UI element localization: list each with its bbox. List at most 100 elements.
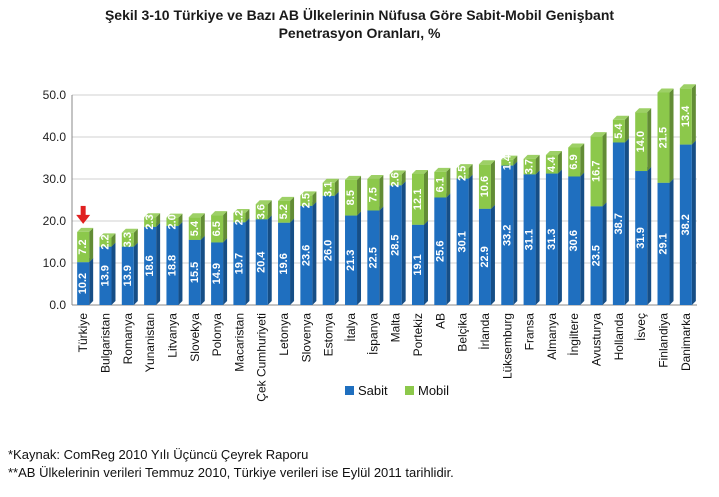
bar-mobil-11	[322, 178, 339, 196]
x-tick-label: AB	[433, 313, 447, 329]
bar-sabit-27	[679, 140, 696, 305]
x-tick-label: Portekiz	[411, 313, 425, 356]
bar-mobil-4	[166, 213, 183, 227]
y-tick-label: 20.0	[43, 214, 67, 228]
bar-mobil-22	[568, 143, 585, 177]
label-sabit-11: 26.0	[323, 240, 335, 261]
bar-mobil-0	[77, 227, 94, 263]
highlight-arrow-icon	[76, 205, 91, 224]
bar-mobil-24	[612, 115, 629, 143]
y-tick-label: 50.0	[43, 88, 67, 102]
bar-mobil-12	[345, 175, 362, 216]
x-tick-label: Malta	[389, 313, 403, 343]
chart-title-line-1: Şekil 3-10 Türkiye ve Bazı AB Ülkelerini…	[104, 7, 615, 23]
bar-sabit-15	[411, 220, 428, 305]
y-tick-label: 10.0	[43, 256, 67, 270]
label-sabit-13: 22.5	[367, 247, 379, 268]
x-tick-label: İspanya	[366, 313, 380, 355]
label-mobil-5: 5.4	[189, 220, 201, 236]
legend-swatch	[345, 386, 354, 395]
label-sabit-7: 19.7	[233, 253, 245, 274]
y-tick-label: 0.0	[49, 298, 66, 312]
label-mobil-18: 10.6	[479, 176, 491, 197]
x-tick-label: Hollanda	[612, 313, 626, 361]
legend-label: Sabit	[358, 383, 388, 398]
x-tick-label: Slovekya	[188, 313, 202, 362]
bar-mobil-1	[99, 233, 116, 247]
label-sabit-20: 31.1	[524, 229, 536, 250]
label-sabit-16: 25.6	[434, 241, 446, 262]
bar-sabit-23	[590, 202, 607, 305]
bar-sabit-20	[523, 170, 540, 305]
x-tick-label: Romanya	[121, 313, 135, 365]
bar-mobil-27	[679, 84, 696, 145]
bar-mobil-6	[211, 211, 228, 243]
label-mobil-9: 5.2	[278, 204, 290, 219]
label-mobil-0: 7.2	[77, 239, 89, 254]
label-sabit-18: 22.9	[479, 246, 491, 267]
label-mobil-11: 3.1	[323, 182, 335, 197]
x-tick-label: Litvanya	[165, 313, 179, 358]
x-tick-label: İtalya	[344, 313, 358, 342]
x-tick-label: Almanya	[545, 313, 559, 360]
label-mobil-7: 2.2	[233, 210, 245, 225]
bar-sabit-10	[300, 201, 317, 305]
x-tick-label: İrlanda	[478, 313, 492, 350]
bar-mobil-23	[590, 132, 607, 207]
label-sabit-4: 18.8	[166, 255, 178, 276]
label-mobil-8: 3.6	[256, 204, 268, 219]
label-mobil-10: 2.5	[300, 193, 312, 208]
x-tick-label: Slovenya	[299, 313, 313, 363]
footnotes: *Kaynak: ComReg 2010 Yılı Üçüncü Çeyrek …	[8, 446, 454, 482]
x-tick-label: Avusturya	[590, 313, 604, 366]
label-mobil-25: 14.0	[635, 131, 647, 152]
y-tick-label: 40.0	[43, 130, 67, 144]
x-tick-label: Letonya	[277, 313, 291, 356]
label-mobil-15: 12.1	[412, 189, 424, 210]
label-mobil-22: 6.9	[568, 154, 580, 169]
label-mobil-24: 5.4	[613, 123, 625, 139]
bar-mobil-25	[635, 108, 652, 172]
legend: Sabit Mobil	[345, 383, 449, 398]
footnote-dates: **AB Ülkelerinin verileri Temmuz 2010, T…	[8, 465, 454, 480]
label-sabit-23: 23.5	[591, 245, 603, 266]
x-tick-label: Fransa	[523, 313, 537, 351]
bar-mobil-17	[456, 164, 473, 179]
label-sabit-14: 28.5	[390, 234, 402, 255]
label-sabit-6: 14.9	[211, 263, 223, 284]
label-sabit-5: 15.5	[189, 262, 201, 283]
legend-label: Mobil	[418, 383, 449, 398]
x-tick-label: Danimarka	[679, 313, 693, 371]
bar-mobil-2	[121, 228, 138, 247]
label-sabit-25: 31.9	[635, 227, 647, 248]
label-sabit-15: 19.1	[412, 254, 424, 275]
bar-mobil-18	[478, 160, 495, 209]
label-mobil-20: 3.7	[524, 159, 536, 174]
bar-mobil-14	[389, 170, 406, 186]
label-mobil-19: 1.4	[501, 154, 513, 170]
bar-mobil-13	[367, 175, 384, 211]
label-sabit-27: 38.2	[680, 214, 692, 235]
legend-swatch	[405, 386, 414, 395]
x-tick-label: İsveç	[634, 313, 648, 341]
x-tick-label: İngiltere	[567, 313, 581, 356]
x-tick-label: Lüksemburg	[500, 313, 514, 379]
x-tick-label: Yunanistan	[143, 313, 157, 372]
bar-sabit-2	[121, 242, 138, 305]
label-mobil-3: 2.3	[144, 214, 156, 229]
label-mobil-1: 2.2	[99, 234, 111, 249]
bar-mobil-19	[501, 155, 518, 166]
bar-mobil-15	[411, 169, 428, 225]
x-tick-label: Macaristan	[232, 313, 246, 372]
bar-sabit-11	[322, 191, 339, 305]
label-sabit-10: 23.6	[300, 245, 312, 266]
label-sabit-12: 21.3	[345, 250, 357, 271]
label-mobil-27: 13.4	[680, 105, 692, 127]
label-sabit-22: 30.6	[568, 230, 580, 251]
label-mobil-14: 2.6	[390, 172, 402, 187]
x-tick-label: Polonya	[210, 313, 224, 357]
y-tick-label: 30.0	[43, 172, 67, 186]
label-mobil-21: 4.4	[546, 156, 558, 172]
bar-mobil-8	[255, 200, 272, 220]
